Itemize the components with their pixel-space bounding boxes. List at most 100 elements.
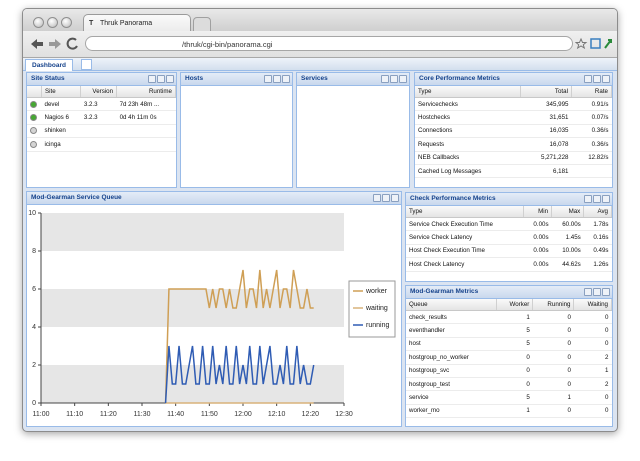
column-header: Waiting <box>573 299 612 311</box>
table-cell: Service Check Latency <box>406 230 524 245</box>
table-cell: 0.16s <box>583 230 612 245</box>
new-tab-button[interactable] <box>193 17 211 32</box>
tool-button[interactable] <box>273 75 281 83</box>
panel: Hosts UpDownUnreachablePending <box>180 72 293 188</box>
y-tick-label: 6 <box>32 286 36 293</box>
table-cell: 44.62s <box>551 257 584 272</box>
minimize-button[interactable] <box>47 17 58 28</box>
icon-cell <box>27 124 42 139</box>
panel-title: Hosts <box>185 75 204 82</box>
tool-button[interactable] <box>373 194 381 202</box>
table-row: check_results 1 0 0 <box>406 310 612 325</box>
column-header: Total <box>520 86 572 98</box>
tool-button[interactable] <box>584 195 592 203</box>
menu-icon[interactable] <box>604 39 612 49</box>
table-cell <box>571 164 612 179</box>
panel-header: Mod-Gearman Metrics <box>406 286 612 299</box>
table-cell: 1 <box>532 390 574 405</box>
tool-button[interactable] <box>282 75 290 83</box>
table-cell: 345,995 <box>520 97 572 112</box>
table-row: Servicechecks 345,995 0.91/s <box>415 97 612 112</box>
tool-button[interactable] <box>593 195 601 203</box>
table-cell: 7d 23h 48m ... <box>116 97 176 112</box>
table-cell: shinken <box>41 124 81 139</box>
column-header: Type <box>406 206 525 218</box>
tool-button[interactable] <box>399 75 407 83</box>
panel-title: Mod-Gearman Service Queue <box>31 194 122 201</box>
tool-button[interactable] <box>382 194 390 202</box>
nav-buttons <box>31 37 78 50</box>
table-cell: Cached Log Messages <box>415 164 521 179</box>
table-cell: 2 <box>573 350 612 365</box>
table-row: NEB Callbacks 5,271,228 12.82/s <box>415 151 612 165</box>
column-header: Worker <box>496 299 534 311</box>
extension-icon[interactable] <box>590 38 601 49</box>
browser-tab[interactable]: T Thruk Panorama <box>83 14 191 31</box>
tool-button[interactable] <box>166 75 174 83</box>
table-cell: 0 <box>532 364 574 378</box>
panel-body: Queue Worker Running Waiting check_results 1 0… <box>406 299 612 419</box>
bookmark-star[interactable] <box>575 37 588 50</box>
tool-button[interactable] <box>593 288 601 296</box>
tool-button[interactable] <box>602 75 610 83</box>
favicon: T <box>89 20 94 27</box>
table-cell: 0.00s <box>523 230 552 245</box>
tool-button[interactable] <box>157 75 165 83</box>
panel-title: Site Status <box>31 75 65 82</box>
panel: Services OkWarningUnknownCritical <box>296 72 410 188</box>
address-bar[interactable]: /thruk/cgi-bin/panorama.cgi <box>85 36 573 51</box>
panel-header: Site Status <box>27 73 176 86</box>
panel-header: Check Performance Metrics <box>406 193 612 206</box>
header-cell <box>27 86 42 98</box>
zoom-button[interactable] <box>61 17 72 28</box>
pie-chart: UpDownUnreachablePending <box>181 86 292 188</box>
column-header: Max <box>551 206 585 218</box>
y-tick-label: 4 <box>32 324 36 331</box>
tool-button[interactable] <box>391 194 399 202</box>
table-cell: 31,651 <box>520 110 572 125</box>
reload-button[interactable] <box>66 37 78 50</box>
panel: Core Performance Metrics Type Total Rate Ser… <box>414 72 613 188</box>
table-cell: 0 <box>573 390 612 405</box>
header-row: Type Total Rate <box>415 86 612 98</box>
table-cell: 5 <box>496 323 533 338</box>
panel-title: Core Performance Metrics <box>419 75 500 82</box>
back-button[interactable] <box>31 39 43 49</box>
table-row: Connections 16,035 0.36/s <box>415 124 612 139</box>
table-cell: 1 <box>496 404 533 419</box>
panel-header: Hosts <box>181 73 292 86</box>
table-cell: 12.82/s <box>571 151 612 165</box>
tool-button[interactable] <box>148 75 156 83</box>
dashboard-tab[interactable]: Dashboard <box>25 59 73 71</box>
icon-cell <box>27 97 42 112</box>
data-table: Type Total Rate Servicechecks 345,995 0.91/s H… <box>415 86 612 179</box>
table-cell: 0.07/s <box>571 110 612 125</box>
add-tab-button[interactable] <box>81 59 92 70</box>
table-cell <box>116 137 176 152</box>
column-header: Runtime <box>116 86 176 98</box>
tool-button[interactable] <box>584 75 592 83</box>
table-cell: NEB Callbacks <box>415 151 521 165</box>
icon-cell <box>27 137 42 152</box>
close-button[interactable] <box>33 17 44 28</box>
tool-button[interactable] <box>381 75 389 83</box>
table-cell: 16,035 <box>520 124 572 139</box>
tool-button[interactable] <box>390 75 398 83</box>
forward-button[interactable] <box>49 39 61 49</box>
x-tick-label: 11:20 <box>100 411 117 418</box>
panel-body: UpDownUnreachablePending <box>181 86 292 188</box>
pie-chart: OkWarningUnknownCritical <box>297 86 409 188</box>
table-cell: 0 <box>532 310 574 325</box>
table-cell: 1.78s <box>583 217 612 232</box>
table-row: icinga <box>27 137 176 152</box>
table-cell: 0 <box>573 404 612 419</box>
tool-button[interactable] <box>602 195 610 203</box>
tool-button[interactable] <box>602 288 610 296</box>
panel-body: Type Total Rate Servicechecks 345,995 0.91/s H… <box>415 86 612 179</box>
tool-button[interactable] <box>593 75 601 83</box>
icon-cell <box>27 110 42 125</box>
tool-button[interactable] <box>264 75 272 83</box>
header-row: Queue Worker Running Waiting <box>406 299 612 311</box>
tool-button[interactable] <box>584 288 592 296</box>
table-cell: 0 <box>532 337 574 352</box>
